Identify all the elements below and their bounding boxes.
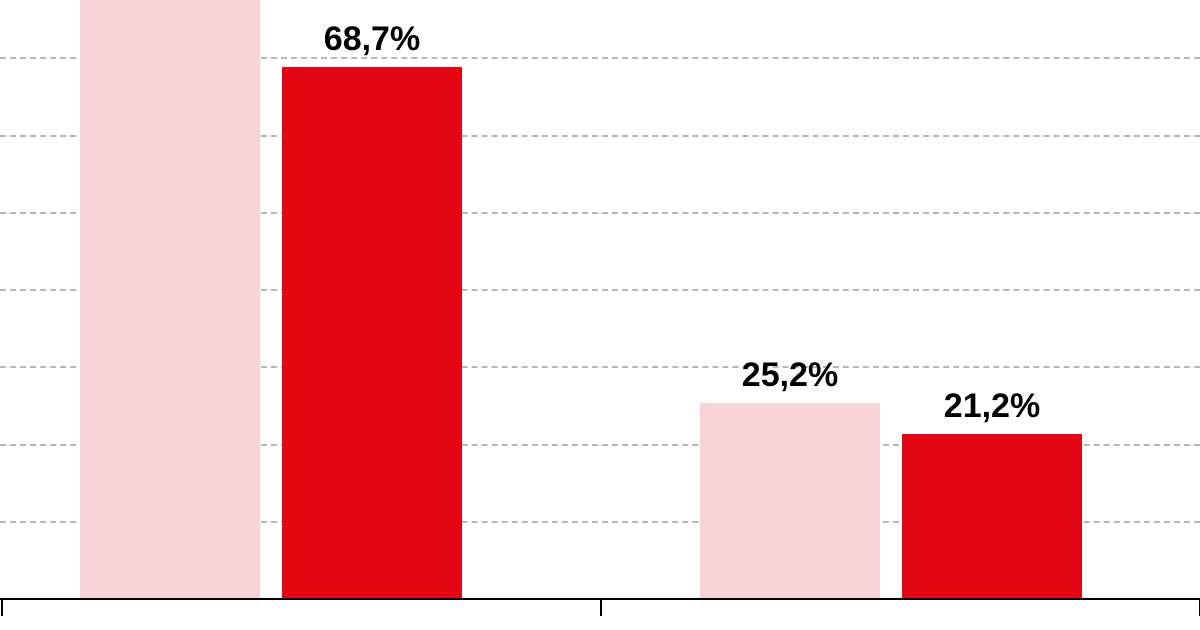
x-axis-tick	[600, 598, 602, 616]
bar-value-label: 25,2%	[742, 356, 838, 395]
x-axis-tick	[1, 598, 3, 616]
bar	[700, 403, 880, 598]
bar	[282, 67, 462, 598]
bar-value-label: 21,2%	[944, 387, 1040, 426]
bar	[902, 434, 1082, 598]
bar-value-label: 68,7%	[324, 20, 420, 59]
percentage-bar-chart: 68,7% 25,2% 21,2%	[0, 0, 1200, 630]
bar	[80, 0, 260, 598]
